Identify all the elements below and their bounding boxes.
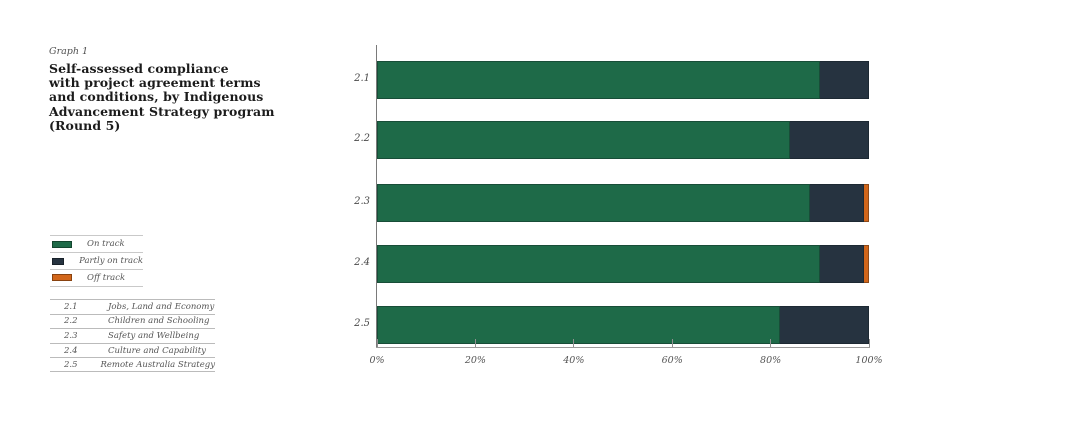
legend-row-off-track: Off track <box>50 269 143 287</box>
legend-label: Off track <box>87 272 126 283</box>
program-table-row: 2.1 Jobs, Land and Economy <box>50 299 215 314</box>
x-axis-tick <box>868 339 870 347</box>
legend-row-partly-on-track: Partly on track <box>50 252 143 269</box>
program-name: Culture and Capability <box>108 345 206 356</box>
x-axis-tick <box>474 339 476 347</box>
program-code: 2.3 <box>64 330 78 341</box>
program-code-table: 2.1 Jobs, Land and Economy 2.2 Children and… <box>50 299 215 372</box>
chart-title-line: with project agreement terms <box>49 75 261 91</box>
legend-label: On track <box>87 239 125 250</box>
category-label-2-1: 2.1 <box>354 73 370 84</box>
x-axis-line <box>376 347 870 348</box>
bar-segment-on-track <box>377 245 820 283</box>
legend-row-on-track: On track <box>50 235 143 252</box>
stacked-bar-2-1 <box>377 61 869 99</box>
plot-area: 2.1 2.2 2.3 2.4 2.5 0% 20% 40% 60% 80% 100% <box>354 45 883 366</box>
bar-segment-partly-on-track <box>819 245 865 283</box>
x-axis-tick-label: 20% <box>464 355 486 366</box>
y-axis-line <box>376 45 377 348</box>
program-table-row: 2.5 Remote Australia Strategy <box>50 357 215 372</box>
bar-segment-on-track <box>377 121 791 159</box>
chart-title-line: Self-assessed compliance <box>49 61 229 76</box>
chart-legend: On track Partly on track Off track <box>50 235 143 287</box>
bar-segment-partly-on-track <box>819 61 869 99</box>
legend-swatch-on-track <box>52 240 72 248</box>
chart-title: Self-assessed compliance with project agr… <box>49 61 275 133</box>
stacked-bar-2-2 <box>377 121 869 159</box>
program-code: 2.5 <box>64 359 78 370</box>
program-table-row: 2.3 Safety and Wellbeing <box>50 328 215 343</box>
x-axis-tick-label: 100% <box>855 355 883 366</box>
program-table-row: 2.2 Children and Schooling <box>50 313 215 329</box>
chart-title-line: Advancement Strategy program <box>49 103 275 119</box>
program-name: Safety and Wellbeing <box>108 330 200 341</box>
program-name: Jobs, Land and Economy <box>108 301 215 312</box>
category-label-2-2: 2.2 <box>354 133 370 144</box>
x-axis-tick-label: 60% <box>661 355 683 366</box>
bar-segment-on-track <box>377 184 810 222</box>
chart-title-line: (Round 5) <box>49 117 121 133</box>
bar-segment-off-track <box>864 184 869 222</box>
bar-segment-on-track <box>377 306 781 344</box>
x-axis-tick-label: 80% <box>760 355 782 366</box>
x-axis-tick <box>671 339 673 347</box>
category-label-2-3: 2.3 <box>354 196 370 207</box>
graph-number-label: Graph 1 <box>49 46 89 57</box>
bar-segment-on-track <box>377 61 820 99</box>
legend-label: Partly on track <box>79 256 143 267</box>
program-name: Children and Schooling <box>108 316 210 327</box>
x-axis-tick <box>376 339 378 347</box>
stacked-bar-2-4 <box>377 245 869 283</box>
category-label-2-4: 2.4 <box>354 257 370 268</box>
bar-segment-off-track <box>864 245 869 283</box>
program-table-row: 2.4 Culture and Capability <box>50 342 215 358</box>
program-code: 2.4 <box>64 345 78 356</box>
stacked-bar-2-3 <box>377 184 869 222</box>
bar-segment-partly-on-track <box>809 184 865 222</box>
program-name: Remote Australia Strategy <box>100 359 215 370</box>
x-axis-tick <box>573 339 575 347</box>
x-axis-tick-label: 0% <box>369 355 385 366</box>
legend-swatch-partly-on-track <box>52 257 65 265</box>
chart-title-line: and conditions, by Indigenous <box>49 89 264 105</box>
bar-segment-partly-on-track <box>790 121 869 159</box>
program-code: 2.2 <box>64 316 78 327</box>
bar-segment-partly-on-track <box>780 306 869 344</box>
program-code: 2.1 <box>64 301 78 312</box>
category-label-2-5: 2.5 <box>354 318 370 329</box>
x-axis-tick <box>770 339 772 347</box>
legend-swatch-off-track <box>52 274 72 282</box>
x-axis-tick-label: 40% <box>563 355 585 366</box>
stacked-bar-2-5 <box>377 306 869 344</box>
